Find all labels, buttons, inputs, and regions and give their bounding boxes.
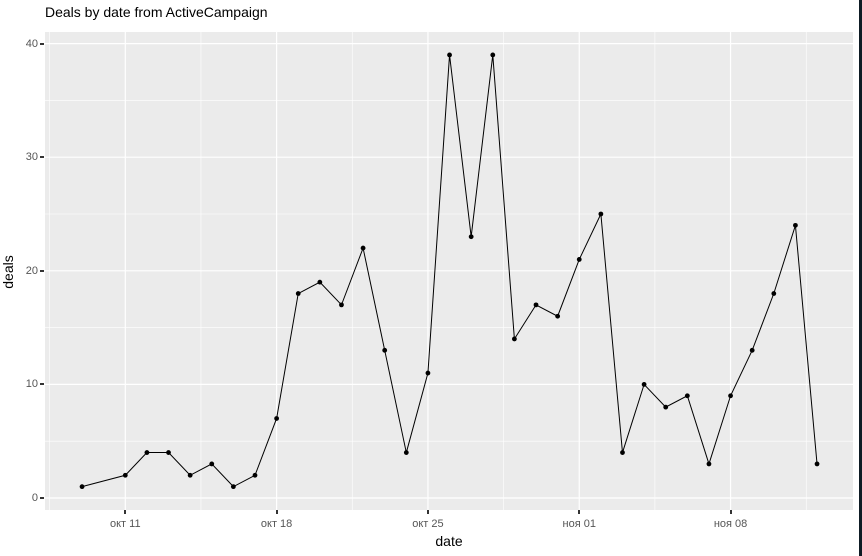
x-axis-title: date xyxy=(435,533,463,549)
y-axis-tick-label: 30 xyxy=(25,151,38,164)
x-axis-tick-label: ноя 08 xyxy=(713,518,748,530)
data-point xyxy=(706,461,712,467)
data-point xyxy=(620,450,625,455)
x-axis-tick xyxy=(275,510,278,514)
line-chart-canvas xyxy=(45,32,853,510)
data-point xyxy=(122,472,128,478)
x-axis-tick xyxy=(729,510,732,514)
data-point xyxy=(468,234,474,240)
data-point xyxy=(512,336,517,342)
x-axis-tick-label: окт 25 xyxy=(412,518,444,530)
y-axis-tick xyxy=(40,383,44,386)
y-axis-tick-label: 0 xyxy=(31,492,38,504)
data-point xyxy=(576,257,582,262)
data-point xyxy=(728,393,733,399)
data-point xyxy=(360,245,366,251)
data-point xyxy=(230,484,236,490)
x-axis-tick xyxy=(578,510,581,514)
data-point xyxy=(641,382,647,387)
y-axis-tick-label: 10 xyxy=(25,378,38,391)
data-point xyxy=(274,416,280,421)
data-point xyxy=(403,450,409,455)
window-right-border-line xyxy=(859,0,862,556)
x-axis-tick-label: ноя 01 xyxy=(562,518,596,530)
data-point xyxy=(252,472,258,478)
data-point xyxy=(166,450,171,455)
data-point xyxy=(144,450,150,455)
data-point xyxy=(79,484,85,490)
data-point xyxy=(187,472,193,478)
data-point xyxy=(771,291,777,296)
chart-title: Deals by date from ActiveCampaign xyxy=(45,4,268,20)
y-axis-tick-label: 40 xyxy=(25,37,38,50)
x-axis-tick-label: окт 18 xyxy=(260,518,293,530)
data-point xyxy=(555,313,561,319)
data-point xyxy=(793,222,798,228)
data-point xyxy=(814,461,820,467)
x-axis-tick xyxy=(426,510,429,514)
data-point xyxy=(339,302,344,308)
data-point xyxy=(598,211,604,217)
plot-panel xyxy=(45,32,853,510)
data-point xyxy=(749,347,755,353)
x-axis-tick xyxy=(124,510,127,514)
data-point xyxy=(295,291,301,296)
y-axis-tick xyxy=(40,42,44,45)
data-point xyxy=(447,52,452,58)
y-axis-tick xyxy=(40,156,44,159)
data-point xyxy=(209,461,215,467)
data-point xyxy=(382,347,388,353)
y-axis-tick-label: 20 xyxy=(25,264,38,277)
data-point xyxy=(533,302,539,308)
data-point xyxy=(317,279,323,285)
data-point xyxy=(663,404,669,410)
data-point xyxy=(684,393,690,399)
data-point xyxy=(490,52,496,58)
y-axis-tick xyxy=(40,269,44,272)
x-axis-tick-label: окт 11 xyxy=(109,518,141,530)
data-point xyxy=(425,370,431,376)
y-axis-tick xyxy=(40,497,44,499)
deals-line xyxy=(81,54,818,488)
